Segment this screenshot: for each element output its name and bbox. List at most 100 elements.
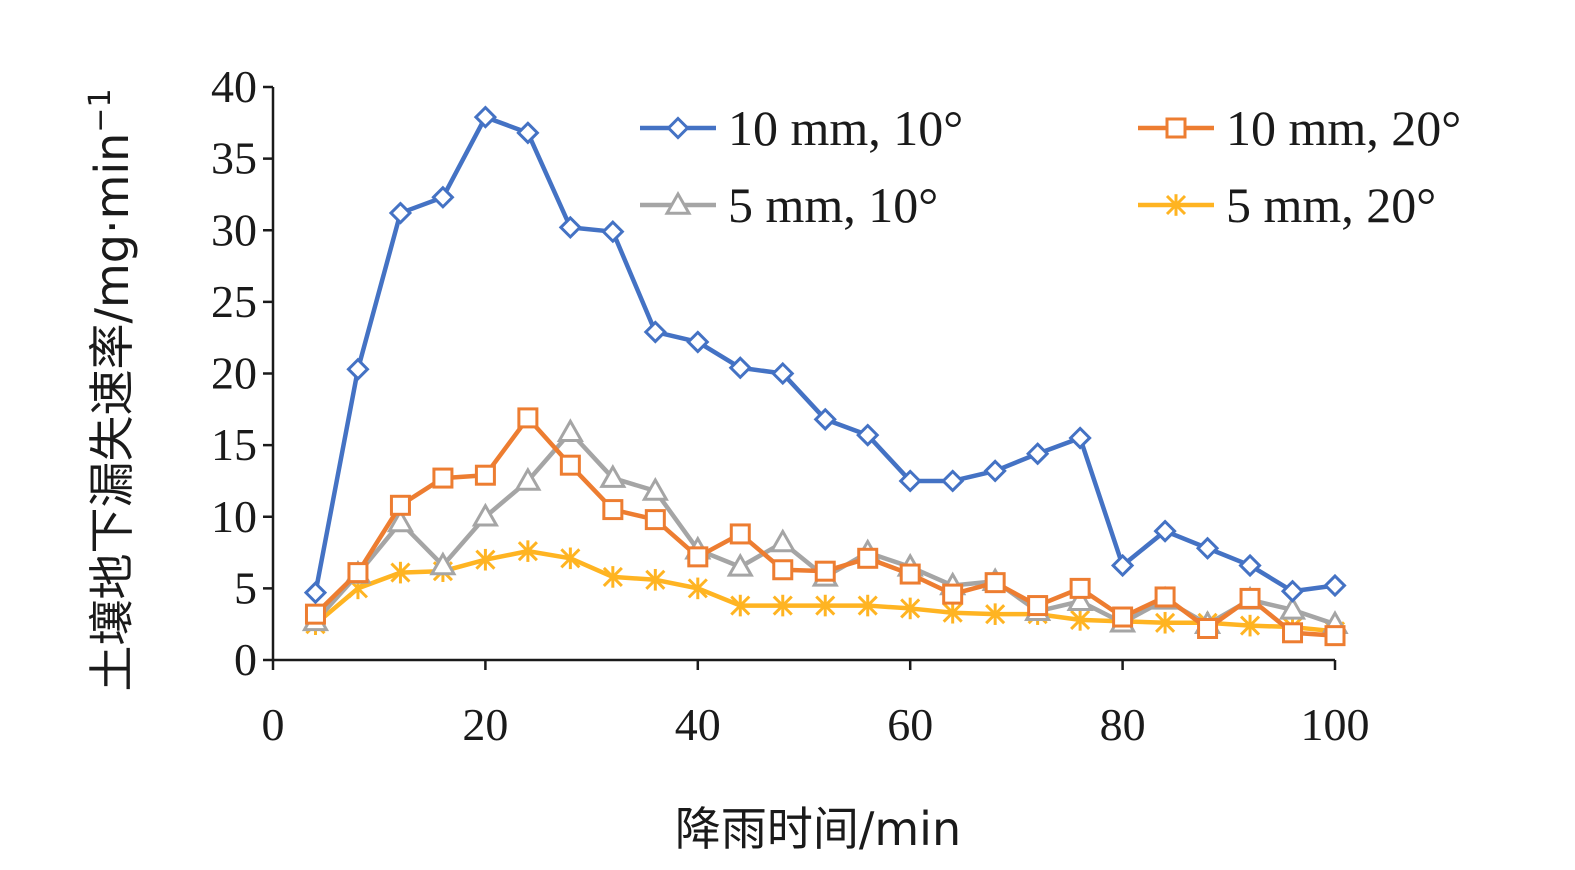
data-point [1195, 536, 1220, 560]
data-point [728, 356, 752, 380]
y-tick-label: 30 [211, 204, 257, 255]
y-axis-label-text: 土壤地下漏失速率/mg·min [85, 133, 139, 692]
data-point [473, 105, 498, 129]
legend: 10 mm, 10° 10 mm, 20° 5 mm, 10° 5 mm, 20° [640, 100, 1461, 233]
data-point [900, 597, 921, 620]
data-point [390, 561, 411, 584]
data-point [730, 594, 751, 617]
data-point [729, 523, 751, 545]
data-point [388, 201, 413, 225]
y-tick-label: 0 [234, 634, 257, 685]
data-point [1066, 587, 1094, 612]
x-tick-label: 0 [262, 699, 285, 750]
data-point [687, 577, 708, 600]
data-point [1280, 579, 1305, 603]
data-point [856, 423, 880, 447]
x-tick-label: 60 [887, 699, 933, 750]
y-tick-label: 25 [211, 276, 257, 327]
data-point [1238, 553, 1262, 578]
data-point [1069, 577, 1091, 599]
data-point [687, 546, 709, 568]
data-point [303, 581, 328, 605]
data-point [769, 528, 797, 553]
data-point [304, 603, 326, 625]
data-point [386, 508, 415, 533]
x-tick-label: 80 [1100, 699, 1146, 750]
legend-label: 5 mm, 10° [728, 177, 938, 233]
y-tick-label: 5 [234, 562, 257, 613]
legend-marker [1165, 117, 1187, 139]
legend-label: 10 mm, 10° [728, 100, 963, 156]
data-point [985, 603, 1006, 625]
x-ticks: 0 20 40 60 80 100 [262, 660, 1370, 750]
data-point [1197, 617, 1219, 639]
y-axis-label-superscript: −1 [83, 88, 118, 132]
data-point [942, 601, 963, 624]
data-point [560, 547, 581, 570]
data-point [599, 464, 627, 488]
data-point [1026, 442, 1050, 466]
data-point [983, 459, 1007, 483]
data-point [1239, 614, 1261, 637]
data-point [899, 563, 921, 585]
data-point [431, 185, 455, 209]
data-point [1112, 606, 1134, 628]
data-point [601, 220, 625, 244]
series-layer [301, 105, 1349, 647]
data-point [772, 594, 793, 617]
legend-item: 5 mm, 20° [1138, 177, 1436, 233]
data-point [1155, 611, 1176, 634]
data-point [1278, 595, 1307, 620]
data-point [898, 469, 922, 493]
data-point [516, 121, 540, 145]
data-point [941, 469, 965, 493]
y-axis-label: 土壤地下漏失速率/mg·min−1 [83, 88, 139, 691]
data-point [1239, 587, 1261, 609]
data-point [474, 464, 496, 486]
legend-label: 10 mm, 20° [1226, 100, 1461, 156]
data-point [942, 583, 964, 605]
data-point [1323, 573, 1347, 598]
legend-item: 10 mm, 20° [1138, 100, 1461, 156]
legend-marker [1165, 194, 1187, 216]
data-point [471, 502, 499, 527]
data-point [346, 357, 370, 381]
data-point [558, 215, 582, 240]
data-point [1154, 586, 1176, 608]
x-tick-label: 100 [1301, 699, 1370, 750]
y-tick-label: 40 [211, 61, 257, 112]
y-tick-label: 35 [211, 133, 257, 184]
data-point [813, 407, 837, 431]
y-axis-label-group: 土壤地下漏失速率/mg·min−1 [83, 88, 139, 691]
x-axis-label: 降雨时间/min [675, 802, 961, 856]
data-point [814, 560, 836, 582]
data-point [514, 466, 542, 491]
data-point [556, 418, 584, 442]
data-point [475, 548, 496, 571]
data-point [1070, 609, 1091, 631]
data-point [815, 594, 836, 617]
data-point [559, 454, 581, 476]
legend-marker [664, 190, 692, 215]
y-tick-label: 10 [211, 491, 257, 542]
series-0 [303, 105, 1347, 605]
data-point [857, 547, 879, 569]
y-tick-label: 20 [211, 348, 257, 399]
data-point [984, 572, 1006, 594]
data-point [857, 594, 878, 617]
data-point [1110, 553, 1135, 578]
data-point [429, 551, 457, 576]
data-point [389, 494, 411, 516]
x-tick-label: 20 [462, 699, 508, 750]
data-point [1324, 625, 1346, 647]
data-point [644, 509, 666, 531]
data-point [641, 476, 669, 501]
series-1 [304, 407, 1346, 647]
data-point [643, 320, 667, 344]
data-point [726, 552, 754, 577]
data-point [686, 330, 710, 354]
data-point [772, 559, 794, 581]
data-point [602, 566, 623, 588]
data-point [1068, 426, 1092, 450]
